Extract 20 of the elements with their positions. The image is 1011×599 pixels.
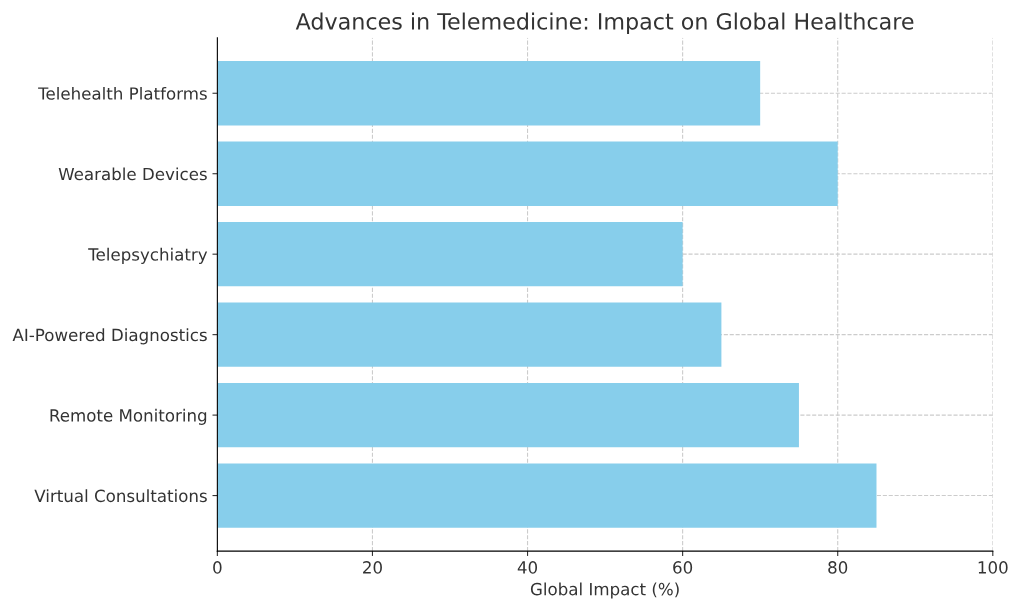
y-tick-label: Wearable Devices [58,167,207,181]
bar [217,141,838,206]
x-tick-label: 40 [517,561,538,574]
y-tick-label: Telehealth Platforms [38,86,207,100]
bar [217,302,722,367]
x-tick-label: 20 [363,561,382,574]
y-tick-label: Remote Monitoring [50,408,207,425]
bar [217,463,877,528]
x-axis-title: Global Impact (%) [530,582,679,599]
x-tick-label: 0 [213,561,222,574]
y-tick-label: Virtual Consultations [34,489,207,503]
y-tick-label: Telepsychiatry [88,247,208,264]
y-tick-label: AI-Powered Diagnostics [12,328,207,345]
x-tick-label: 60 [673,561,693,574]
chart-title: Advances in Telemedicine: Impact on Global Healthcare [295,12,914,35]
x-tick-label: 100 [978,561,1008,574]
bar [217,382,799,448]
bar [217,61,761,126]
x-tick-label: 80 [828,561,848,574]
bar [217,221,683,287]
